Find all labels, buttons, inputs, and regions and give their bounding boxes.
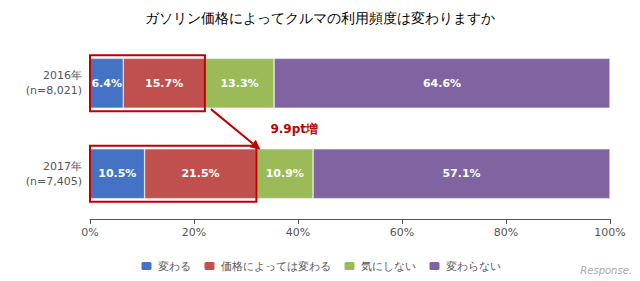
svg-text:10.9%: 10.9%: [266, 167, 304, 180]
svg-text:ガソリン価格によってクルマの利用頻度は変わりますか: ガソリン価格によってクルマの利用頻度は変わりますか: [145, 10, 495, 26]
svg-text:0%: 0%: [81, 226, 98, 239]
svg-text:2016年: 2016年: [43, 69, 82, 82]
svg-text:Response.: Response.: [580, 265, 632, 276]
svg-text:気にしない: 気にしない: [361, 260, 416, 273]
svg-text:20%: 20%: [182, 226, 206, 239]
svg-text:13.3%: 13.3%: [220, 77, 258, 90]
svg-text:10.5%: 10.5%: [98, 167, 136, 180]
svg-text:(n=7,405): (n=7,405): [26, 175, 82, 188]
svg-text:64.6%: 64.6%: [423, 77, 461, 90]
svg-text:21.5%: 21.5%: [181, 167, 219, 180]
svg-text:変わらない: 変わらない: [446, 260, 501, 273]
svg-text:9.9pt増: 9.9pt増: [270, 122, 318, 136]
svg-text:80%: 80%: [494, 226, 518, 239]
svg-text:57.1%: 57.1%: [442, 167, 480, 180]
svg-text:60%: 60%: [390, 226, 414, 239]
svg-text:(n=8,021): (n=8,021): [26, 84, 82, 97]
svg-text:価格によっては変わる: 価格によっては変わる: [221, 260, 331, 273]
svg-text:100%: 100%: [594, 226, 625, 239]
svg-text:40%: 40%: [286, 226, 310, 239]
svg-text:6.4%: 6.4%: [91, 77, 122, 90]
svg-text:2017年: 2017年: [43, 160, 82, 173]
svg-text:変わる: 変わる: [158, 260, 191, 273]
svg-text:15.7%: 15.7%: [145, 77, 183, 90]
